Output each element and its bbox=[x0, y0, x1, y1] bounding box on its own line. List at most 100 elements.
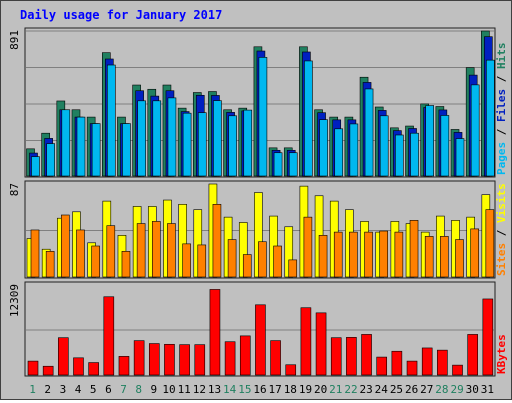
bar-sites-day-27 bbox=[424, 236, 434, 278]
bar-kbytes-day-15 bbox=[239, 335, 251, 376]
bar-pages-day-10 bbox=[167, 97, 177, 177]
bar-sites-day-20 bbox=[318, 235, 328, 278]
bar-sites-day-9 bbox=[151, 221, 161, 278]
bar-kbytes-day-27 bbox=[421, 347, 433, 376]
day-label-6: 6 bbox=[105, 383, 112, 396]
bar-sites-day-1 bbox=[30, 229, 40, 278]
bar-sites-day-4 bbox=[76, 229, 85, 278]
day-label-27: 27 bbox=[420, 383, 433, 396]
bar-pages-day-1 bbox=[31, 156, 40, 177]
bar-kbytes-day-4 bbox=[73, 357, 84, 376]
day-label-14: 14 bbox=[223, 383, 237, 396]
bar-kbytes-day-28 bbox=[437, 349, 448, 376]
day-label-15: 15 bbox=[238, 383, 251, 396]
bar-sites-day-15 bbox=[242, 254, 252, 278]
chart-title: Daily usage for January 2017 bbox=[20, 8, 222, 22]
bar-kbytes-day-10 bbox=[164, 343, 175, 376]
bar-sites-day-8 bbox=[136, 223, 146, 278]
legend-hits: Hits bbox=[495, 43, 508, 70]
bar-sites-day-28 bbox=[440, 236, 449, 278]
bar-pages-day-6 bbox=[107, 64, 116, 177]
day-label-10: 10 bbox=[162, 383, 175, 396]
bar-sites-day-30 bbox=[470, 228, 479, 278]
bar-sites-day-25 bbox=[394, 231, 404, 278]
bar-pages-day-17 bbox=[273, 152, 283, 177]
panel-2-ymax-label: 87 bbox=[8, 183, 21, 196]
bar-pages-day-31 bbox=[486, 59, 495, 177]
bar-sites-day-24 bbox=[379, 230, 389, 278]
bar-sites-day-13 bbox=[212, 204, 222, 278]
bar-kbytes-day-25 bbox=[391, 350, 403, 376]
bar-pages-day-16 bbox=[258, 57, 268, 177]
bar-sites-day-2 bbox=[45, 251, 55, 278]
day-label-19: 19 bbox=[299, 383, 312, 396]
day-label-20: 20 bbox=[314, 383, 327, 396]
bar-kbytes-day-9 bbox=[148, 343, 160, 376]
bar-pages-day-19 bbox=[304, 60, 313, 177]
legend-separator: / bbox=[495, 223, 508, 243]
bar-pages-day-13 bbox=[213, 100, 222, 177]
bar-sites-day-29 bbox=[455, 239, 464, 278]
bar-sites-day-11 bbox=[182, 243, 191, 278]
bar-pages-day-3 bbox=[61, 109, 71, 177]
bar-pages-day-25 bbox=[395, 134, 404, 177]
bar-sites-day-23 bbox=[364, 231, 373, 278]
bar-kbytes-day-5 bbox=[88, 362, 99, 376]
legend-files: Files bbox=[495, 89, 508, 122]
bar-pages-day-11 bbox=[182, 112, 192, 177]
bar-sites-day-19 bbox=[303, 216, 313, 278]
bar-kbytes-day-12 bbox=[194, 344, 206, 376]
bar-kbytes-day-31 bbox=[482, 298, 494, 376]
bar-sites-day-31 bbox=[485, 209, 495, 278]
bar-sites-day-26 bbox=[409, 220, 419, 278]
day-label-30: 30 bbox=[466, 383, 479, 396]
bar-pages-day-29 bbox=[455, 138, 465, 177]
day-label-3: 3 bbox=[60, 383, 67, 396]
bar-kbytes-day-6 bbox=[103, 296, 115, 376]
panel-2-legend: Sites / Visits bbox=[495, 183, 508, 276]
bar-kbytes-day-16 bbox=[255, 304, 266, 376]
day-label-11: 11 bbox=[178, 383, 191, 396]
bar-pages-day-8 bbox=[137, 100, 146, 177]
panel-1-ymax-label: 891 bbox=[8, 30, 21, 50]
day-label-25: 25 bbox=[390, 383, 403, 396]
bar-sites-day-21 bbox=[333, 231, 343, 278]
day-label-28: 28 bbox=[435, 383, 448, 396]
day-label-17: 17 bbox=[269, 383, 282, 396]
day-label-24: 24 bbox=[375, 383, 389, 396]
day-label-21: 21 bbox=[329, 383, 342, 396]
bar-sites-day-16 bbox=[258, 241, 267, 278]
day-label-8: 8 bbox=[135, 383, 142, 396]
bar-pages-day-27 bbox=[425, 105, 434, 177]
bar-kbytes-day-3 bbox=[58, 337, 69, 376]
bar-pages-day-23 bbox=[364, 88, 374, 177]
bar-kbytes-day-30 bbox=[467, 334, 478, 376]
legend-sites: Sites bbox=[495, 243, 508, 276]
bar-sites-day-18 bbox=[288, 259, 298, 278]
day-label-2: 2 bbox=[44, 383, 51, 396]
bar-pages-day-14 bbox=[228, 115, 237, 177]
day-label-5: 5 bbox=[90, 383, 97, 396]
bar-pages-day-15 bbox=[243, 109, 253, 177]
bar-pages-day-20 bbox=[319, 119, 328, 177]
day-label-7: 7 bbox=[120, 383, 127, 396]
bar-kbytes-day-13 bbox=[209, 289, 221, 376]
day-label-18: 18 bbox=[284, 383, 297, 396]
day-label-26: 26 bbox=[405, 383, 418, 396]
bar-kbytes-day-19 bbox=[300, 307, 312, 376]
bar-kbytes-day-18 bbox=[285, 364, 297, 376]
bar-pages-day-26 bbox=[410, 132, 419, 177]
panel-3-legend: KBytes bbox=[495, 334, 508, 374]
bar-sites-day-22 bbox=[349, 231, 358, 278]
bar-pages-day-18 bbox=[288, 152, 298, 177]
bar-kbytes-day-21 bbox=[330, 337, 342, 376]
day-label-23: 23 bbox=[360, 383, 373, 396]
day-label-16: 16 bbox=[253, 383, 266, 396]
bar-sites-day-14 bbox=[227, 239, 237, 278]
bar-pages-day-7 bbox=[122, 123, 131, 177]
bar-kbytes-day-8 bbox=[133, 340, 145, 376]
bar-sites-day-12 bbox=[197, 244, 207, 278]
legend-separator: / bbox=[495, 69, 508, 89]
bar-kbytes-day-26 bbox=[406, 360, 418, 376]
